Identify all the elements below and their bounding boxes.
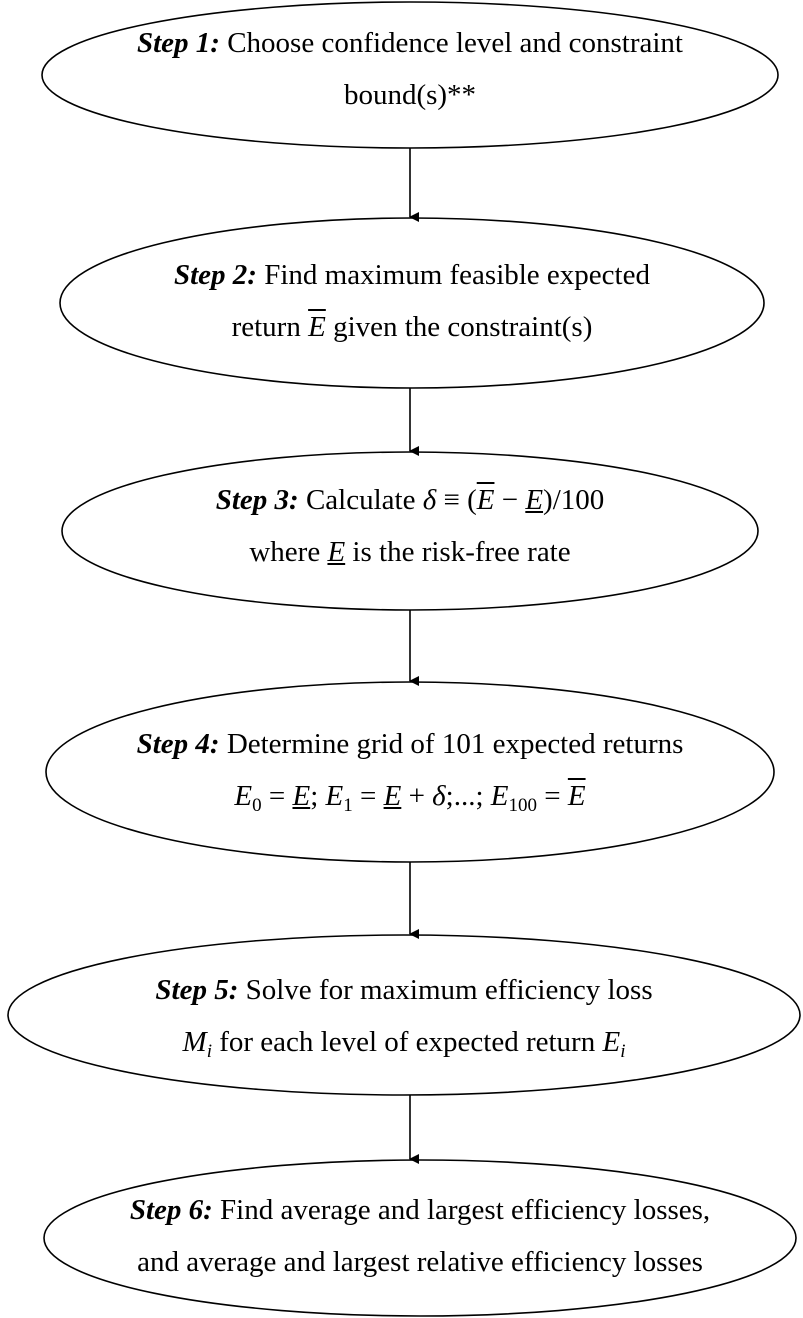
node-ellipse (43, 1159, 797, 1317)
math: δ (432, 780, 446, 812)
math: = (359, 780, 377, 812)
math: i (206, 1041, 212, 1062)
text: where (249, 536, 321, 568)
step-label: Step 3: (215, 484, 299, 516)
text: Calculate (305, 484, 416, 516)
math: E (383, 780, 402, 812)
step-label: Step 1: (136, 27, 220, 59)
math: 0 (252, 795, 262, 816)
math: E (325, 780, 344, 812)
node-text: Step 2: Find maximum feasible expected r… (60, 249, 764, 353)
node-ellipse (7, 934, 801, 1096)
text: is the risk-free rate (352, 536, 571, 568)
math: + (408, 780, 425, 812)
text: Solve for maximum efficiency loss (245, 974, 653, 1006)
math: E (308, 311, 326, 343)
math: M (182, 1026, 207, 1058)
math: 100 (508, 795, 538, 816)
node-text: Step 5: Solve for maximum efficiency los… (10, 964, 798, 1078)
math: = (268, 780, 286, 812)
math: E (476, 484, 495, 516)
step-label: Step 6: (129, 1194, 213, 1226)
text: and average and largest relative efficie… (137, 1246, 703, 1278)
text: Find maximum feasible expected (264, 259, 650, 291)
math: E (490, 780, 509, 812)
math: E (234, 780, 253, 812)
math: E (602, 1026, 621, 1058)
math: − (501, 484, 519, 516)
step-label: Step 2: (174, 259, 257, 291)
math: ; (310, 780, 319, 812)
math: E (567, 780, 586, 812)
math: E (525, 484, 544, 516)
text: given the constraint(s) (333, 311, 593, 343)
math: ;...; (445, 780, 484, 812)
math: = (544, 780, 561, 812)
math: i (620, 1041, 626, 1062)
step-label: Step 5: (155, 974, 239, 1006)
text: Determine grid of 101 expected returns (226, 728, 684, 760)
node-text: Step 3: Calculate δ ≡ (E − E)/100 where … (62, 474, 758, 578)
math: ≡ ( (443, 484, 477, 516)
node-text: Step 1: Choose confidence level and cons… (40, 17, 780, 121)
math: E (327, 536, 346, 568)
math: δ (422, 484, 437, 516)
math: 1 (343, 795, 353, 816)
text: Find average and largest efficiency loss… (220, 1194, 711, 1226)
text: for each level of expected return (219, 1026, 596, 1058)
text: return (231, 311, 301, 343)
node-text: Step 4: Determine grid of 101 expected r… (46, 718, 774, 832)
math: E (292, 780, 311, 812)
math: )/100 (543, 484, 605, 516)
node-text: Step 6: Find average and largest efficie… (44, 1184, 796, 1288)
step-label: Step 4: (136, 728, 220, 760)
text: Choose confidence level and constraint (227, 27, 683, 59)
text: bound(s)** (343, 79, 477, 111)
